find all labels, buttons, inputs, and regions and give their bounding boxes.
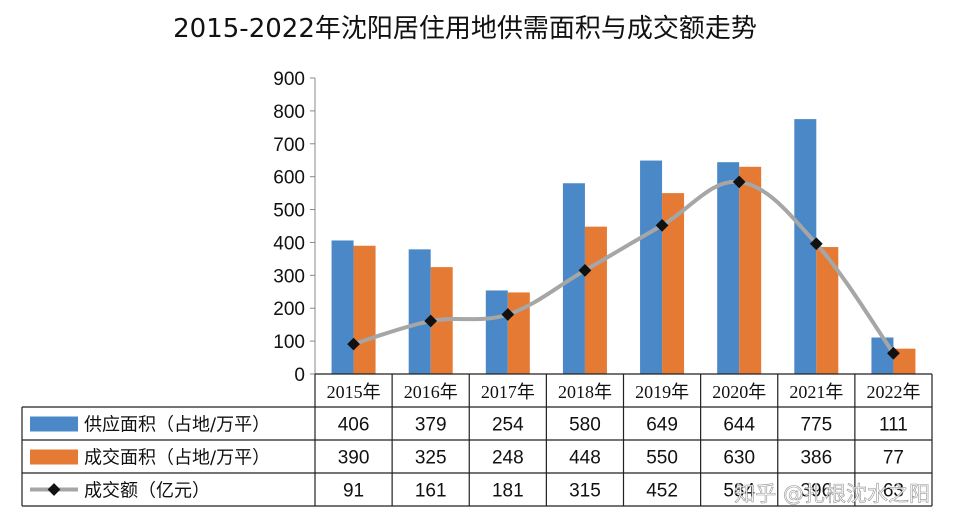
bar-deal xyxy=(584,226,607,374)
table-value: 390 xyxy=(338,448,370,469)
chart-title: 2015-2022年沈阳居住用地供需面积与成交额走势 xyxy=(173,14,757,44)
watermark: 知乎 @扎根沈水之阳 xyxy=(734,482,930,506)
category-label: 2017年 xyxy=(481,382,535,402)
data-table: 2015年 2016年 2017年 2018年 2019年 2020年 2021年 2022年… xyxy=(21,373,933,507)
category-label: 2015年 xyxy=(327,382,381,402)
y-tick-label: 500 xyxy=(273,201,305,222)
legend-label: 成交面积（占地/万平） xyxy=(84,448,270,469)
y-tick-label: 400 xyxy=(273,233,305,254)
table-value: 63 xyxy=(883,481,904,502)
y-tick-label: 200 xyxy=(273,299,305,320)
table-value: 254 xyxy=(492,415,524,436)
legend-label: 成交额（亿元） xyxy=(84,481,210,502)
bar-deal xyxy=(662,193,685,374)
table-value: 550 xyxy=(646,448,678,469)
y-tick-label: 0 xyxy=(294,365,305,386)
category-label: 2019年 xyxy=(635,382,689,402)
table-value: 452 xyxy=(646,481,678,502)
table-value: 91 xyxy=(343,481,364,502)
y-tick-label: 700 xyxy=(273,135,305,156)
amount-marker xyxy=(424,314,438,328)
table-value: 406 xyxy=(338,415,370,436)
table-value: 630 xyxy=(723,448,755,469)
legend-marker xyxy=(47,483,61,496)
bar-supply xyxy=(794,119,817,374)
table-value: 775 xyxy=(800,415,832,436)
table-value: 111 xyxy=(879,415,908,436)
table-value: 448 xyxy=(569,448,601,469)
y-tick-label: 300 xyxy=(273,266,305,287)
category-label: 2021年 xyxy=(789,382,843,402)
amount-marker xyxy=(347,337,360,351)
table-value: 77 xyxy=(883,448,904,469)
bar-supply xyxy=(331,240,354,374)
category-label: 2016年 xyxy=(404,382,458,402)
table-value: 379 xyxy=(415,415,447,436)
bar-deal xyxy=(739,166,762,374)
legend-label: 供应面积（占地/万平） xyxy=(84,415,270,436)
table-value: 325 xyxy=(415,448,447,469)
table-value: 580 xyxy=(569,415,601,436)
table-value: 644 xyxy=(723,415,755,436)
legend-swatch xyxy=(30,416,78,432)
bar-supply xyxy=(640,160,663,374)
y-axis: 0 100 200 300 400 500 600 700 800 900 xyxy=(273,69,316,386)
y-tick-label: 600 xyxy=(273,168,305,189)
category-label: 2020年 xyxy=(712,382,766,402)
table-value: 181 xyxy=(492,481,524,502)
amount-marker xyxy=(501,308,515,321)
table-value: 649 xyxy=(646,415,678,436)
bar-deal xyxy=(353,245,376,374)
category-label: 2018年 xyxy=(558,382,612,402)
table-value: 315 xyxy=(569,481,601,502)
table-value: 161 xyxy=(415,481,447,502)
table-value: 386 xyxy=(800,448,832,469)
y-tick-label: 900 xyxy=(273,69,305,90)
category-label: 2022年 xyxy=(866,382,920,402)
bar-deal xyxy=(893,348,916,374)
table-value: 584 xyxy=(723,481,755,502)
legend-swatch xyxy=(30,449,78,465)
bar-supply xyxy=(485,290,508,374)
bar-deal xyxy=(816,247,839,374)
y-tick-label: 100 xyxy=(273,332,305,353)
y-tick-label: 800 xyxy=(273,102,305,123)
bar-supply xyxy=(408,249,431,374)
table-value: 248 xyxy=(492,448,524,469)
table-value: 396 xyxy=(800,481,832,502)
bar-supply xyxy=(717,162,740,374)
